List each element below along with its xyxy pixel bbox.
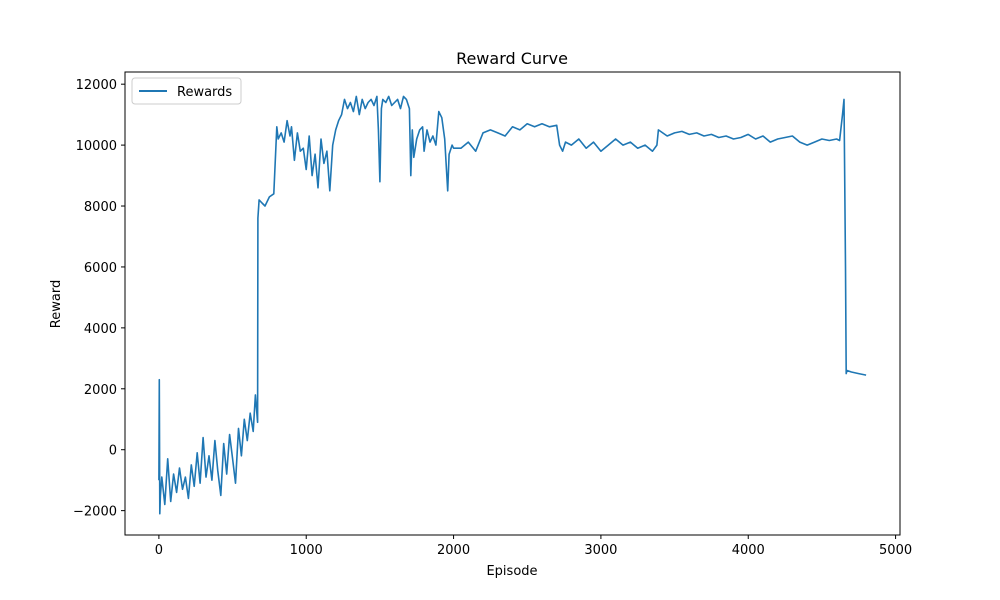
- series-line-rewards: [158, 95, 867, 515]
- y-axis: −2000 0 2000 4000 6000 8000 10000 12000: [73, 78, 125, 520]
- plot-area: [158, 95, 867, 515]
- y-tick-label: 8000: [84, 200, 117, 215]
- y-tick-label: 0: [109, 444, 117, 459]
- y-tick-label: 4000: [84, 322, 117, 337]
- legend-label-rewards: Rewards: [177, 85, 232, 100]
- x-tick-label: 0: [155, 543, 163, 558]
- y-axis-title: Reward: [49, 280, 64, 328]
- y-tick-label: 12000: [76, 78, 117, 93]
- x-tick-label: 1000: [290, 543, 323, 558]
- y-tick-label: 10000: [76, 139, 117, 154]
- x-tick-label: 2000: [437, 543, 470, 558]
- x-tick-label: 5000: [879, 543, 912, 558]
- chart-title: Reward Curve: [456, 49, 568, 68]
- x-axis-title: Episode: [486, 564, 537, 579]
- y-tick-label: −2000: [73, 505, 117, 520]
- axes-frame: [124, 71, 901, 536]
- y-tick-label: 2000: [84, 383, 117, 398]
- x-tick-label: 4000: [732, 543, 765, 558]
- legend: Rewards: [131, 77, 242, 105]
- legend-box: [131, 77, 242, 105]
- y-tick-label: 6000: [84, 261, 117, 276]
- x-axis: 0 1000 2000 3000 4000 5000: [155, 535, 912, 558]
- x-tick-label: 3000: [584, 543, 617, 558]
